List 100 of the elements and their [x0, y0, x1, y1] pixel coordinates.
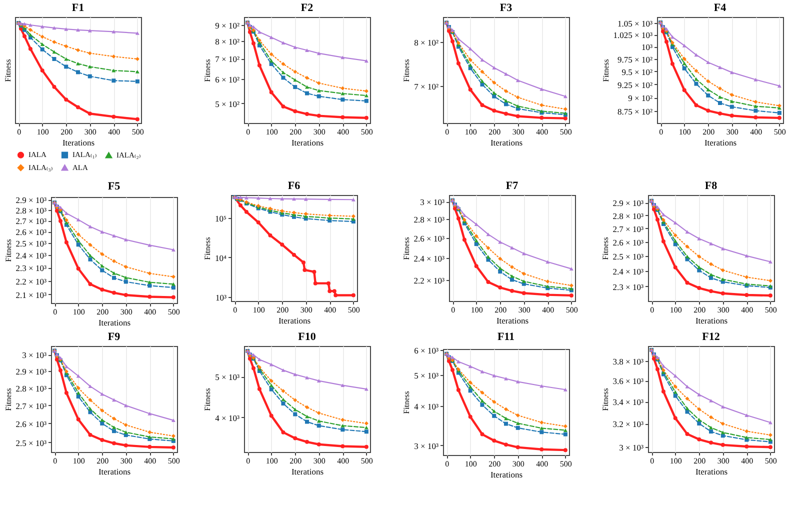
y-tick-label: 8 × 10² [215, 36, 240, 46]
x-axis-title: Iterations [490, 138, 523, 148]
y-tick-label: 3 × 10³ [619, 442, 644, 453]
x-tick-label: 500 [360, 456, 373, 466]
y-tick-label: 2.3 × 10³ [612, 282, 644, 292]
x-tick-label: 0 [451, 306, 456, 314]
x-axis-title: Iterations [695, 316, 728, 326]
x-tick-label: 100 [470, 306, 483, 314]
x-tick-label: 100 [252, 306, 265, 314]
x-tick-label: 100 [72, 308, 85, 316]
x-tick-label: 100 [266, 128, 278, 136]
x-tick-label: 300 [717, 456, 730, 466]
x-tick-label: 100 [670, 456, 682, 466]
x-tick-label: 500 [348, 306, 360, 314]
x-tick-label: 0 [246, 456, 250, 466]
chart-title: F2 [300, 2, 314, 14]
x-tick-label: 400 [741, 456, 754, 466]
y-tick-label: 10⁴ [215, 252, 227, 263]
x-axis-title: Iterations [695, 466, 728, 476]
x-tick-label: 100 [36, 128, 49, 136]
x-tick-label: 400 [542, 306, 554, 314]
x-tick-label: 300 [717, 306, 730, 314]
y-axis-title: Fitness [600, 388, 610, 411]
x-tick-label: 0 [650, 306, 654, 314]
x-tick-label: 0 [53, 456, 58, 466]
y-axis-title: Fitness [402, 237, 411, 260]
y-tick-label: 2.4 × 10³ [16, 250, 47, 261]
x-tick-label: 0 [17, 128, 22, 136]
y-tick-label: 3 × 10³ [420, 197, 445, 208]
y-tick-label: 2.7 × 10³ [16, 400, 47, 411]
y-tick-label: 2.7 × 10³ [612, 224, 644, 234]
y-tick-label: 1.05 × 10³ [618, 18, 653, 28]
x-tick-label: 300 [313, 456, 326, 466]
x-axis-title: Iterations [490, 470, 523, 480]
y-tick-label: 3.6 × 10³ [612, 376, 644, 386]
y-tick-label: 9 × 10² [215, 20, 240, 31]
y-tick-label: 2.6 × 10³ [612, 238, 644, 248]
x-tick-label: 200 [488, 460, 501, 468]
y-axis-title: Fitness [601, 59, 610, 82]
y-tick-label: 10³ [641, 42, 653, 52]
x-axis-title: Iterations [98, 318, 131, 328]
x-tick-label: 0 [650, 456, 654, 466]
x-axis-title: Iterations [62, 138, 95, 148]
y-tick-label: 9 × 10² [628, 93, 653, 104]
x-tick-label: 200 [702, 128, 715, 136]
x-tick-label: 200 [494, 306, 507, 314]
y-tick-label: 5 × 10² [215, 98, 240, 109]
x-tick-label: 500 [566, 306, 578, 314]
y-axis-title: Fitness [203, 388, 212, 411]
y-axis-title: Fitness [203, 237, 212, 260]
x-tick-label: 200 [276, 306, 289, 314]
y-tick-label: 5 × 10³ [215, 372, 240, 382]
chart-title: F6 [288, 180, 301, 192]
x-tick-label: 0 [445, 460, 450, 468]
x-tick-label: 100 [464, 128, 477, 136]
x-tick-label: 0 [53, 308, 58, 316]
y-axis-title: Fitness [4, 59, 12, 82]
y-tick-label: 10³ [215, 292, 227, 302]
y-tick-label: 6 × 10² [215, 74, 240, 85]
y-tick-label: 3 × 10³ [22, 350, 47, 360]
y-tick-label: 1.025 × 10³ [613, 30, 653, 40]
x-tick-label: 300 [518, 306, 530, 314]
y-axis-title: Fitness [402, 391, 412, 414]
x-tick-label: 100 [72, 456, 85, 466]
y-axis-title: Fitness [203, 59, 212, 82]
chart-title: F12 [702, 331, 720, 343]
x-tick-label: 500 [764, 306, 777, 314]
y-tick-label: 7 × 10² [414, 81, 439, 92]
y-tick-label: 7 × 10² [215, 54, 240, 64]
chart-title: F4 [714, 2, 727, 14]
y-tick-label: 2.3 × 10³ [16, 263, 47, 274]
y-tick-label: 2.1 × 10³ [16, 290, 47, 300]
x-tick-label: 400 [536, 128, 548, 136]
x-tick-label: 500 [774, 128, 786, 136]
x-tick-label: 300 [726, 128, 738, 136]
x-axis-title: Iterations [98, 466, 131, 476]
x-tick-label: 200 [488, 128, 501, 136]
y-tick-label: 5 × 10³ [414, 370, 439, 381]
y-axis-title: Fitness [600, 237, 610, 260]
y-tick-label: 10⁵ [215, 213, 227, 224]
chart-title: F5 [108, 180, 121, 193]
y-tick-label: 2.9 × 10³ [16, 366, 47, 377]
chart-title: F10 [298, 331, 316, 343]
y-tick-label: 2.6 × 10³ [414, 233, 445, 244]
y-tick-label: 9.5 × 10² [622, 66, 653, 77]
x-tick-label: 500 [168, 308, 180, 316]
x-tick-label: 200 [96, 456, 109, 466]
x-tick-label: 400 [324, 306, 336, 314]
x-tick-label: 300 [120, 456, 132, 466]
y-tick-label: 2.7 × 10³ [16, 216, 47, 226]
chart-title: F3 [500, 2, 513, 14]
y-tick-label: 2.4 × 10³ [414, 254, 445, 264]
x-axis-title: Iterations [704, 138, 737, 148]
x-tick-label: 200 [290, 128, 302, 136]
x-tick-label: 200 [694, 456, 706, 466]
chart-title: F9 [108, 331, 121, 343]
x-tick-label: 400 [741, 306, 754, 314]
y-tick-label: 2.8 × 10³ [414, 214, 445, 225]
chart-title: F11 [497, 331, 515, 344]
chart-title: F8 [704, 180, 718, 192]
